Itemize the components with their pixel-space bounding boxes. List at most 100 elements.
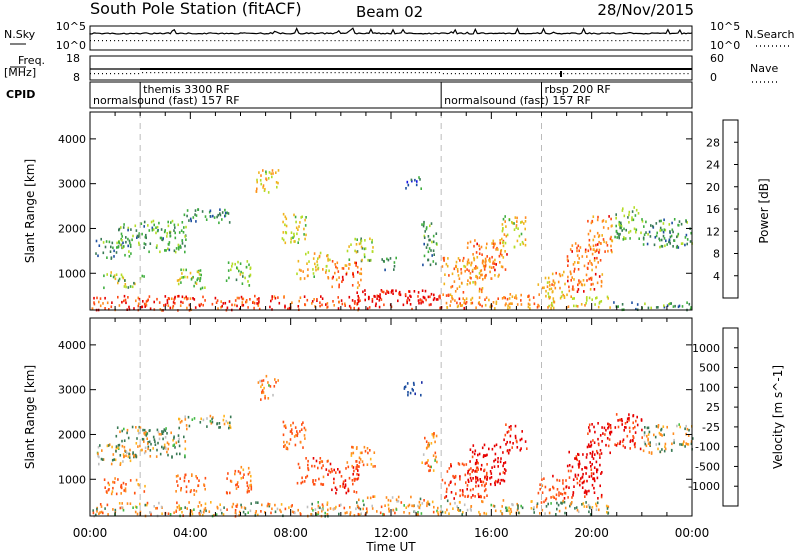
velocity-echo-cell — [119, 454, 122, 457]
velocity-echo-cell — [607, 425, 610, 429]
nave-spike — [560, 71, 562, 77]
power-echo-cell — [379, 293, 381, 296]
power-echo-cell — [454, 299, 456, 302]
velocity-echo-cell — [116, 426, 119, 429]
power-echo-cell — [617, 305, 619, 308]
power-echo-cell — [476, 242, 478, 246]
velocity-echo-cell — [482, 455, 485, 459]
velocity-echo-cell — [97, 452, 99, 456]
power-echo-cell — [122, 246, 124, 249]
power-echo-cell — [104, 245, 107, 249]
power-echo-cell — [625, 228, 627, 232]
nsearch-dot — [426, 40, 428, 42]
nave-dot — [599, 73, 601, 75]
power-echo-cell — [149, 242, 152, 245]
power-echo-cell — [377, 295, 380, 298]
velocity-echo-cell — [346, 461, 349, 464]
power-echo-cell — [405, 187, 407, 190]
power-echo-cell — [447, 257, 449, 260]
power-echo-cell — [466, 268, 468, 271]
velocity-echo-cell — [156, 506, 158, 510]
velocity-echo-cell — [243, 506, 246, 510]
power-echo-cell — [425, 226, 428, 229]
nave-dot — [106, 73, 107, 75]
power-echo-cell — [326, 254, 328, 258]
velocity-ytick-label: 4000 — [58, 339, 86, 352]
power-echo-region — [95, 237, 132, 260]
nsearch-dot — [615, 40, 617, 42]
velocity-echo-cell — [544, 499, 547, 502]
velocity-echo-cell — [657, 424, 660, 427]
velocity-echo-cell — [430, 442, 433, 445]
power-echo-cell — [352, 275, 355, 278]
power-echo-cell — [121, 300, 123, 304]
power-echo-cell — [423, 220, 425, 224]
power-echo-cell — [529, 307, 531, 310]
velocity-echo-cell — [590, 507, 592, 510]
power-echo-cell — [463, 301, 465, 305]
power-echo-cell — [615, 224, 617, 228]
nave-dot — [342, 72, 344, 74]
nave-dot — [382, 72, 384, 74]
power-echo-cell — [265, 172, 267, 175]
power-echo-cell — [172, 304, 175, 308]
power-echo-cell — [145, 236, 147, 240]
power-echo-cell — [544, 276, 547, 280]
velocity-echo-cell — [350, 454, 353, 457]
velocity-echo-cell — [135, 455, 138, 459]
power-echo-cell — [478, 272, 481, 275]
power-echo-cell — [108, 308, 110, 311]
velocity-echo-cell — [98, 512, 100, 515]
velocity-echo-cell — [516, 502, 518, 506]
power-echo-cell — [357, 281, 359, 284]
time-tick-label: 04:00 — [173, 526, 208, 540]
velocity-echo-cell — [162, 437, 164, 441]
velocity-echo-cell — [285, 446, 288, 449]
velocity-echo-cell — [514, 424, 517, 428]
power-echo-cell — [461, 304, 463, 307]
power-echo-cell — [113, 274, 116, 277]
power-echo-cell — [663, 305, 666, 309]
velocity-echo-cell — [209, 419, 212, 423]
power-echo-cell — [591, 263, 593, 266]
power-echo-cell — [586, 255, 588, 258]
velocity-echo-cell — [556, 488, 559, 491]
velocity-echo-cell — [195, 489, 198, 493]
velocity-echo-cell — [486, 476, 489, 479]
velocity-echo-cell — [234, 469, 237, 473]
power-echo-cell — [181, 221, 184, 224]
power-echo-cell — [587, 249, 590, 253]
velocity-echo-cell — [180, 487, 182, 490]
power-echo-cell — [591, 298, 593, 301]
nave-dot — [539, 73, 541, 75]
nave-dot — [551, 73, 553, 75]
power-echo-cell — [425, 227, 428, 231]
power-echo-cell — [357, 270, 359, 274]
power-echo-cell — [297, 305, 300, 308]
power-echo-cell — [204, 215, 207, 218]
velocity-echo-cell — [125, 454, 127, 458]
velocity-echo-region — [103, 477, 146, 496]
velocity-echo-cell — [436, 460, 438, 464]
velocity-echo-cell — [107, 444, 110, 447]
nsearch-dot — [583, 40, 585, 42]
power-echo-cell — [576, 305, 579, 308]
power-echo-cell — [474, 239, 476, 242]
velocity-echo-cell — [581, 503, 583, 506]
velocity-echo-cell — [576, 477, 578, 480]
velocity-echo-cell — [407, 391, 409, 394]
velocity-echo-cell — [127, 455, 130, 458]
power-echo-cell — [663, 228, 666, 231]
velocity-echo-cell — [470, 467, 472, 470]
velocity-echo-cell — [261, 503, 263, 507]
power-echo-cell — [220, 306, 222, 309]
power-echo-cell — [360, 239, 363, 243]
velocity-echo-cell — [166, 432, 168, 435]
freq-panel: Freq. [MHz] 18 8 60 0 Nave — [4, 52, 780, 84]
velocity-echo-cell — [147, 447, 149, 451]
power-echo-cell — [122, 276, 125, 280]
velocity-echo-cell — [353, 479, 356, 482]
velocity-echo-cell — [457, 462, 460, 465]
nsearch-dot — [102, 40, 103, 42]
power-echo-cell — [123, 223, 125, 226]
